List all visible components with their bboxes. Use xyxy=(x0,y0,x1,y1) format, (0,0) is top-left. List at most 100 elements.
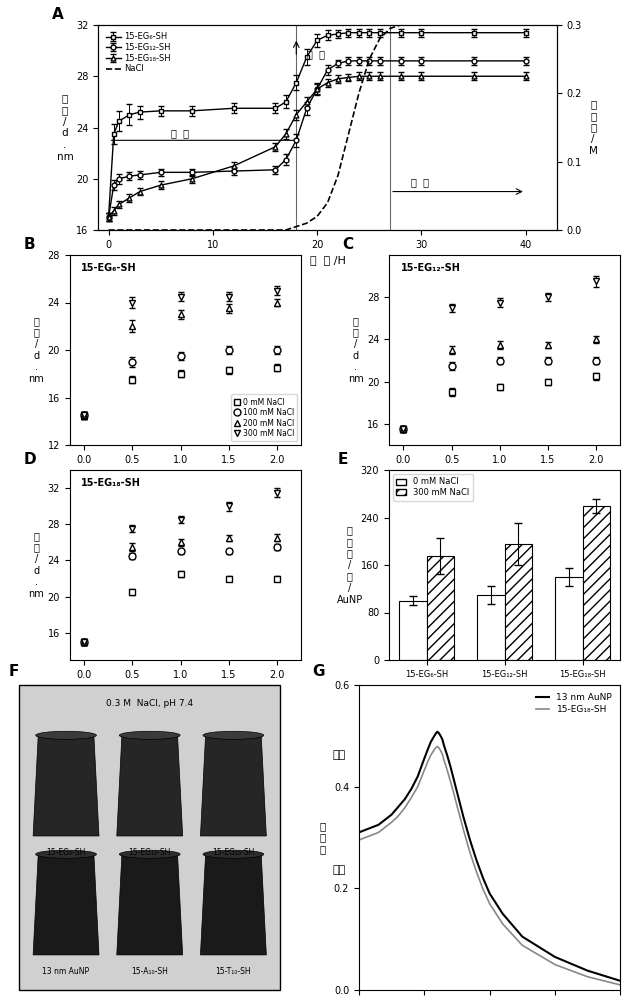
Bar xyxy=(427,556,454,660)
Text: 孵  育: 孵 育 xyxy=(411,177,429,187)
15-EG₁₈-SH xyxy=(437,745,444,757)
15-EG₁₈-SH xyxy=(423,756,431,768)
15-EG₁₈-SH xyxy=(394,810,402,822)
Bar xyxy=(505,544,532,660)
NaCl xyxy=(104,224,112,236)
15-EG₁₈-SH xyxy=(408,792,415,804)
15-EG₁₈-SH xyxy=(381,821,389,833)
X-axis label: 时  间 /H: 时 间 /H xyxy=(310,255,346,265)
15-EG₁₈-SH xyxy=(420,764,428,776)
Text: F: F xyxy=(8,664,19,679)
Text: 老  化: 老 化 xyxy=(171,128,189,138)
13 nm AuNP xyxy=(450,773,458,785)
Text: 灰色: 灰色 xyxy=(332,865,346,875)
Polygon shape xyxy=(116,854,183,955)
Text: 15-EG₆-SH: 15-EG₆-SH xyxy=(81,263,137,273)
NaCl xyxy=(365,53,373,65)
NaCl xyxy=(313,210,321,222)
Bar xyxy=(582,506,610,660)
Bar xyxy=(477,595,505,660)
Bar xyxy=(399,601,427,660)
15-EG₁₈-SH xyxy=(551,959,559,971)
13 nm AuNP xyxy=(394,801,402,813)
13 nm AuNP xyxy=(439,734,446,746)
Y-axis label: 盐
浓
度
/
M: 盐 浓 度 / M xyxy=(589,99,598,156)
Legend: 0 mM NaCl, 100 mM NaCl, 200 mM NaCl, 300 mM NaCl: 0 mM NaCl, 100 mM NaCl, 200 mM NaCl, 300… xyxy=(231,394,298,441)
15-EG₁₈-SH xyxy=(355,834,363,846)
15-EG₁₈-SH xyxy=(453,799,461,811)
Polygon shape xyxy=(33,735,99,836)
15-EG₁₈-SH xyxy=(401,802,408,814)
Text: 15-EG₁₂-SH: 15-EG₁₂-SH xyxy=(401,263,460,273)
NaCl xyxy=(344,128,352,140)
13 nm AuNP xyxy=(408,783,415,795)
X-axis label: 时间 /H: 时间 /H xyxy=(490,470,519,480)
Ellipse shape xyxy=(203,731,264,739)
Text: B: B xyxy=(23,237,35,252)
13 nm AuNP xyxy=(473,854,480,866)
13 nm AuNP xyxy=(453,786,461,798)
Text: G: G xyxy=(312,664,324,679)
Polygon shape xyxy=(33,854,99,955)
15-EG₁₈-SH xyxy=(361,832,369,844)
13 nm AuNP xyxy=(617,975,624,987)
Line: 13 nm AuNP: 13 nm AuNP xyxy=(359,732,620,981)
NaCl xyxy=(407,19,415,31)
13 nm AuNP xyxy=(361,824,369,836)
Bar xyxy=(555,577,582,660)
15-EG₁₈-SH xyxy=(375,826,382,838)
Text: 15-EG₁₂-SH: 15-EG₁₂-SH xyxy=(128,848,171,857)
13 nm AuNP xyxy=(518,931,526,943)
13 nm AuNP xyxy=(447,760,454,772)
X-axis label: 时间 /H: 时间 /H xyxy=(171,685,200,695)
13 nm AuNP xyxy=(440,739,448,751)
Ellipse shape xyxy=(35,731,96,739)
Legend: 15-EG₆-SH, 15-EG₁₂-SH, 15-EG₁₈-SH, NaCl: 15-EG₆-SH, 15-EG₁₂-SH, 15-EG₁₈-SH, NaCl xyxy=(103,29,174,77)
15-EG₁₈-SH xyxy=(439,749,446,761)
15-EG₁₈-SH xyxy=(584,971,591,983)
13 nm AuNP xyxy=(460,811,467,823)
15-EG₁₈-SH xyxy=(388,816,396,828)
Text: E: E xyxy=(338,452,348,467)
15-EG₁₈-SH xyxy=(479,883,487,895)
Text: 0.3 M  NaCl, pH 7.4: 0.3 M NaCl, pH 7.4 xyxy=(106,699,193,708)
Text: 红色: 红色 xyxy=(332,750,346,760)
Y-axis label: 粒
径
/
d
.
nm: 粒 径 / d . nm xyxy=(56,94,73,161)
NaCl xyxy=(418,19,425,31)
15-EG₁₈-SH xyxy=(443,764,451,776)
13 nm AuNP xyxy=(443,749,451,761)
Ellipse shape xyxy=(203,850,264,858)
13 nm AuNP xyxy=(499,908,506,920)
13 nm AuNP xyxy=(437,730,444,742)
Text: C: C xyxy=(342,237,354,252)
13 nm AuNP xyxy=(388,809,396,821)
15-EG₁₈-SH xyxy=(466,847,473,859)
13 nm AuNP xyxy=(584,965,591,977)
13 nm AuNP xyxy=(420,753,428,765)
Legend: 0 mM NaCl, 300 mM NaCl: 0 mM NaCl, 300 mM NaCl xyxy=(393,474,473,500)
13 nm AuNP xyxy=(434,726,441,738)
Text: A: A xyxy=(52,7,64,22)
13 nm AuNP xyxy=(486,887,493,899)
15-EG₁₈-SH xyxy=(430,744,438,756)
15-EG₁₈-SH xyxy=(450,787,458,799)
13 nm AuNP xyxy=(551,951,559,963)
13 nm AuNP xyxy=(401,793,408,805)
NaCl xyxy=(334,169,342,181)
NaCl xyxy=(282,224,290,236)
Ellipse shape xyxy=(35,850,96,858)
15-EG₁₈-SH xyxy=(486,898,493,910)
Text: 15-T₁₀-SH: 15-T₁₀-SH xyxy=(216,967,251,976)
NaCl xyxy=(355,87,363,99)
15-EG₁₈-SH xyxy=(617,979,624,991)
15-EG₁₈-SH xyxy=(460,824,467,836)
Y-axis label: 上
载
量
/
数
/
AuNP: 上 载 量 / 数 / AuNP xyxy=(337,525,363,605)
Legend: 13 nm AuNP, 15-EG₁₈-SH: 13 nm AuNP, 15-EG₁₈-SH xyxy=(532,690,616,717)
13 nm AuNP xyxy=(355,826,363,838)
Text: D: D xyxy=(23,452,36,467)
15-EG₁₈-SH xyxy=(427,749,435,761)
Polygon shape xyxy=(116,735,183,836)
Line: 15-EG₁₈-SH: 15-EG₁₈-SH xyxy=(359,747,620,985)
Line: NaCl: NaCl xyxy=(108,25,526,230)
Text: 15-EG₁₈-SH: 15-EG₁₈-SH xyxy=(81,478,141,488)
